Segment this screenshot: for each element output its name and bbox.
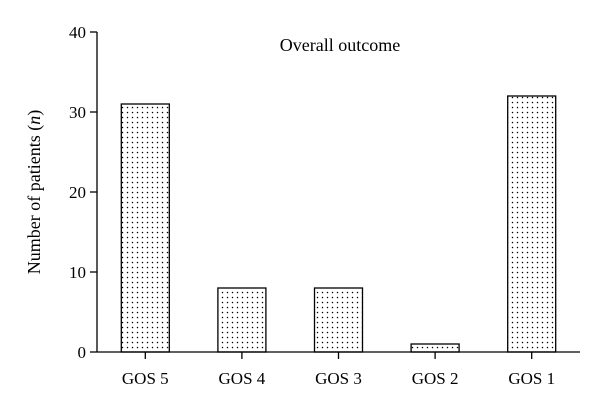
chart-title: Overall outcome bbox=[280, 35, 400, 55]
x-tick-label: GOS 3 bbox=[315, 369, 362, 388]
y-axis-label-end: ) bbox=[24, 110, 45, 116]
bar-gos-2 bbox=[410, 343, 460, 353]
x-tick-label: GOS 1 bbox=[508, 369, 555, 388]
y-axis-ticks: 0 10 20 30 40 bbox=[69, 23, 97, 362]
y-tick-label: 30 bbox=[69, 103, 86, 122]
y-tick-label: 40 bbox=[69, 23, 86, 42]
y-axis-label-italic: n bbox=[24, 116, 44, 125]
x-tick-label: GOS 4 bbox=[219, 369, 266, 388]
x-tick-label: GOS 2 bbox=[412, 369, 459, 388]
x-tick-label: GOS 5 bbox=[122, 369, 169, 388]
bar-gos-1 bbox=[507, 95, 557, 353]
y-tick-label: 0 bbox=[78, 343, 87, 362]
bar-gos-5 bbox=[120, 103, 170, 353]
y-axis-label: Number of patients (n) bbox=[24, 110, 45, 274]
y-axis-label-text: Number of patients ( bbox=[24, 125, 45, 274]
x-axis-tick-labels: GOS 5 GOS 4 GOS 3 GOS 2 GOS 1 bbox=[122, 352, 555, 388]
bar-gos-4 bbox=[217, 287, 267, 353]
y-tick-label: 10 bbox=[69, 263, 86, 282]
bars bbox=[120, 95, 557, 353]
y-tick-label: 20 bbox=[69, 183, 86, 202]
bar-gos-3 bbox=[313, 287, 364, 353]
